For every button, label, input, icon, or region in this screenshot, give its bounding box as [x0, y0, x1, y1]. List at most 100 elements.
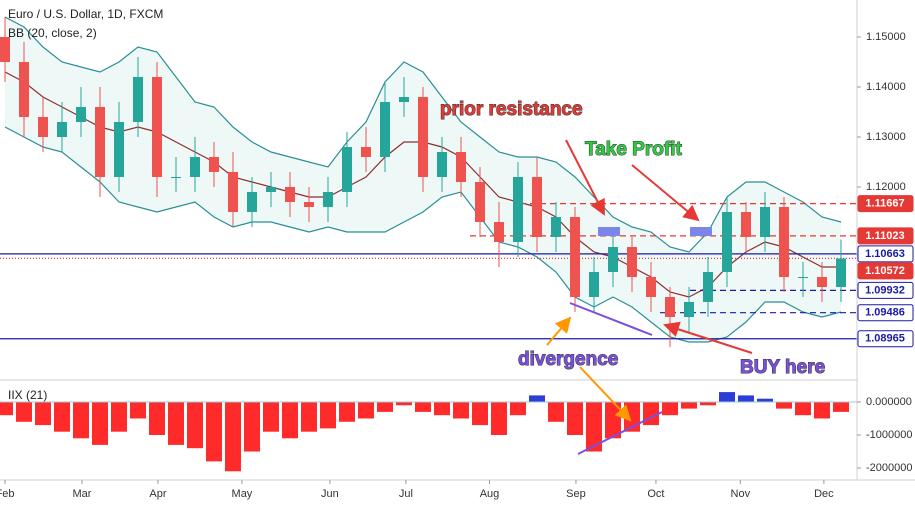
candle-body — [664, 297, 675, 317]
iix-bar — [699, 401, 716, 406]
annotation: prior resistance — [440, 99, 583, 120]
candle-body — [113, 122, 124, 177]
iix-bar — [433, 401, 450, 416]
price-label: 1.10572 — [865, 265, 905, 277]
arrow — [631, 164, 700, 222]
price-label: 1.09932 — [865, 284, 905, 296]
price-label: 1.10663 — [865, 248, 905, 260]
candle-body — [835, 258, 846, 287]
candle-body — [265, 187, 276, 192]
candle-body — [588, 272, 599, 297]
candle-body — [189, 157, 200, 177]
iix-bar — [262, 401, 279, 432]
x-tick-label: Oct — [647, 488, 664, 500]
iix-bar — [756, 398, 773, 402]
annotation: divergence — [518, 349, 618, 370]
candle-body — [75, 107, 86, 122]
resistance-marker — [690, 227, 712, 236]
iix-bar — [0, 401, 13, 416]
candle-body — [94, 107, 105, 177]
candle-body — [170, 177, 181, 178]
iix-bar — [794, 401, 811, 416]
y-tick-label: 0.000000 — [866, 396, 912, 408]
candle-body — [778, 207, 789, 277]
candle-body — [569, 217, 580, 297]
iix-bar — [300, 401, 317, 432]
candle-body — [607, 247, 618, 272]
x-tick-label: Apr — [149, 488, 166, 500]
iix-bar — [167, 401, 184, 445]
iix-bar — [91, 401, 108, 445]
bb-line — [4, 16, 842, 253]
iix-bar — [186, 401, 203, 449]
arrow — [579, 366, 632, 422]
candle-body — [645, 277, 656, 297]
iix-bar — [471, 401, 488, 426]
iix-bar — [72, 401, 89, 439]
candle-body — [740, 212, 751, 237]
candle-body — [341, 147, 352, 192]
candle-body — [436, 152, 447, 177]
iix-bar — [357, 401, 374, 419]
candle-body — [455, 152, 466, 182]
candle-body — [474, 182, 485, 222]
iix-bar — [509, 401, 526, 416]
iix-bar — [148, 401, 165, 435]
iix-bar — [319, 401, 336, 429]
iix-bar — [566, 401, 583, 435]
candle-body — [246, 192, 257, 212]
price-label: 1.11667 — [865, 198, 904, 210]
price-label-box — [857, 245, 914, 263]
candle-body — [702, 272, 713, 302]
candle-body — [550, 217, 561, 237]
price-label-box — [857, 195, 914, 213]
chart-title: Euro / U.S. Dollar, 1D, FXCM — [8, 7, 163, 21]
iix-bar — [642, 401, 659, 426]
y-tick-label: -2000000 — [866, 462, 913, 474]
candle-body — [626, 247, 637, 277]
y-tick-label: 1.15000 — [866, 31, 906, 43]
iix-bar — [129, 401, 146, 419]
candle-body — [208, 157, 219, 172]
iix-bar — [243, 401, 260, 452]
iix-bar — [813, 401, 830, 419]
candle-body — [303, 202, 314, 207]
x-tick-label: Nov — [731, 488, 751, 500]
price-label-box — [857, 304, 914, 322]
arrow — [663, 321, 753, 354]
candle-body — [512, 177, 523, 242]
candle-body — [398, 97, 409, 102]
plot-area — [0, 16, 857, 472]
arrow — [565, 139, 605, 216]
iix-bar — [338, 401, 355, 422]
price-label-box — [857, 330, 914, 348]
resistance-marker — [598, 227, 620, 236]
bb-line — [4, 126, 842, 343]
candle-body — [360, 147, 371, 157]
x-tick-label: Dec — [814, 488, 834, 500]
candle-body — [0, 37, 10, 62]
candle-body — [284, 187, 295, 202]
candle-body — [816, 277, 827, 287]
iix-bar — [395, 401, 412, 406]
iix-bar — [224, 401, 241, 472]
iix-bar — [205, 401, 222, 462]
iix-bar — [661, 401, 678, 416]
candle-body — [18, 62, 29, 117]
y-tick-label: 1.13000 — [866, 131, 906, 143]
price-label-box — [857, 262, 914, 280]
candle-body — [227, 172, 238, 212]
price-label-box — [857, 227, 914, 245]
y-tick-label: -1000000 — [866, 429, 913, 441]
drawings — [546, 139, 753, 455]
y-tick-label: 1.14000 — [866, 81, 906, 93]
candle-body — [37, 117, 48, 137]
iix-bar — [452, 401, 469, 419]
indicator-label: BB (20, close, 2) — [8, 26, 97, 40]
iix-bar — [775, 401, 792, 409]
divergence-line — [577, 411, 663, 455]
candle-body — [493, 222, 504, 242]
arrow — [546, 316, 572, 346]
iix-bar — [490, 401, 507, 435]
